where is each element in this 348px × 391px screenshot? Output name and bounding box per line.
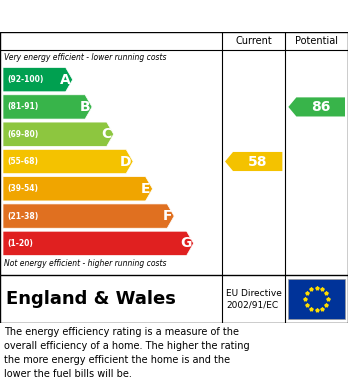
Text: 86: 86 [311,100,330,114]
Text: G: G [180,236,192,250]
Text: E: E [141,182,151,196]
Text: Energy Efficiency Rating: Energy Efficiency Rating [10,9,220,23]
Text: (1-20): (1-20) [7,239,33,248]
Text: Very energy efficient - lower running costs: Very energy efficient - lower running co… [4,53,166,62]
Polygon shape [3,177,152,201]
Text: F: F [163,209,172,223]
Text: England & Wales: England & Wales [6,290,176,308]
Text: (21-38): (21-38) [7,212,38,221]
Text: (81-91): (81-91) [7,102,38,111]
Polygon shape [3,149,133,174]
Text: D: D [120,154,131,169]
Polygon shape [3,204,174,228]
Bar [288,279,345,319]
Text: Potential: Potential [295,36,338,46]
Polygon shape [3,231,193,255]
Text: B: B [79,100,90,114]
Polygon shape [288,97,345,117]
Text: (55-68): (55-68) [7,157,38,166]
Text: 58: 58 [248,154,268,169]
Text: (39-54): (39-54) [7,184,38,193]
Polygon shape [225,152,282,171]
Text: Not energy efficient - higher running costs: Not energy efficient - higher running co… [4,259,166,268]
Polygon shape [3,95,92,119]
Text: (92-100): (92-100) [7,75,44,84]
Text: (69-80): (69-80) [7,130,38,139]
Text: A: A [60,73,71,87]
Polygon shape [3,122,114,146]
Text: Current: Current [235,36,272,46]
Polygon shape [3,68,73,92]
Text: C: C [101,127,112,141]
Text: EU Directive
2002/91/EC: EU Directive 2002/91/EC [226,289,282,309]
Text: The energy efficiency rating is a measure of the
overall efficiency of a home. T: The energy efficiency rating is a measur… [4,327,250,379]
